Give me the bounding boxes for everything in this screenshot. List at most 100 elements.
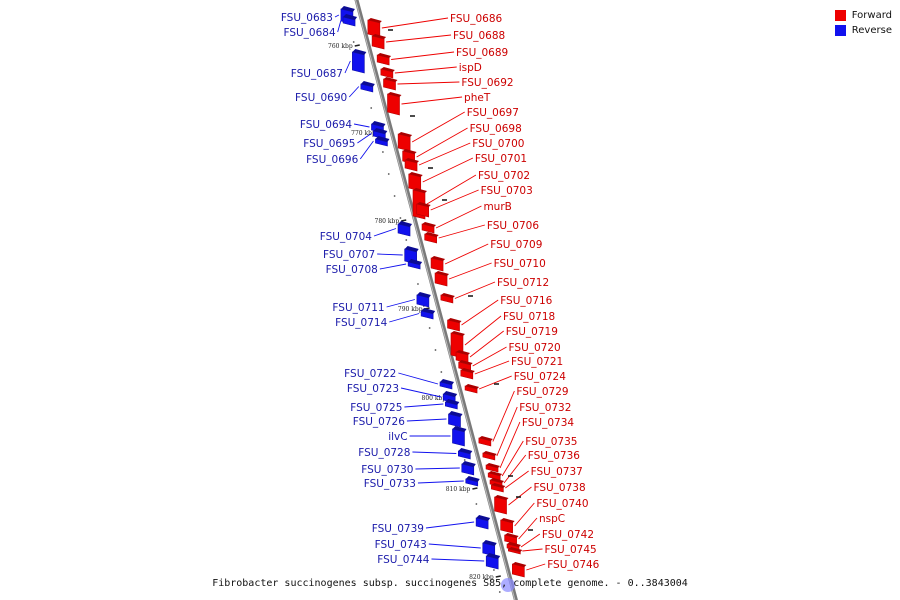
tick-label: 810 kbp [446,486,471,493]
forward-gene-block-top [491,483,506,488]
reverse-leader-line [431,558,485,562]
forward-gene-label: murB [483,201,511,213]
reverse-leader-line [334,14,340,18]
forward-leader-line [454,281,496,299]
forward-gene-block-top [416,202,431,207]
forward-gene-block-top [440,293,455,298]
tick-label: 820 kbp [469,574,494,581]
forward-leader-line [444,243,489,265]
forward-gene-label: FSU_0720 [509,342,561,354]
tick-label: 770 kbp [351,130,376,137]
reverse-leader-line [415,467,460,470]
reverse-leader-line [348,86,360,98]
reverse-gene-block-top [343,14,358,20]
scale-dot [440,371,443,373]
forward-gene-block-top [383,77,398,82]
forward-leader-line [503,454,527,484]
reverse-gene-block-top [452,426,467,432]
forward-gene-block-top [405,158,420,163]
forward-gene-label: FSU_0740 [536,498,588,510]
forward-leader-line [514,502,535,527]
forward-gene-block-top [367,18,382,23]
reverse-gene-block [352,51,365,74]
forward-leader-line [381,17,449,29]
reverse-leader-line [379,263,407,270]
forward-gene-label: FSU_0703 [481,185,533,197]
reverse-gene-block-top [371,121,386,127]
forward-gene-block [508,548,521,555]
reverse-gene-block-top [443,391,458,397]
forward-gene-block-top [500,518,515,523]
forward-gene-label: FSU_0734 [522,417,574,429]
forward-gene-label: FSU_0702 [478,170,530,182]
chromosome-backbone [354,0,518,600]
legend-item-reverse: Reverse [834,23,892,38]
reverse-gene-label: FSU_0687 [291,68,343,80]
forward-leader-line [426,174,477,205]
reverse-gene-label: FSU_0683 [281,12,333,24]
reverse-gene-block-top [458,448,473,454]
forward-gene-block-top [482,451,497,456]
forward-leader-line [520,533,541,548]
forward-gene-label: FSU_0738 [533,482,585,494]
forward-gene-label: FSU_0729 [516,386,568,398]
scale-dot [382,151,384,153]
scale-dot [393,195,396,197]
legend-label-forward: Forward [851,10,892,21]
reverse-leader-line [412,451,457,454]
reverse-swatch [834,25,846,36]
forward-leader-line [386,34,452,43]
forward-leader-line [499,421,521,469]
track-end-marker [500,578,515,592]
scale-dot [399,217,402,219]
forward-gene-label: FSU_0698 [470,123,522,135]
reverse-gene-block-top [439,379,454,385]
tick-label: 790 kbp [398,306,423,313]
forward-gene-label: FSU_0746 [547,559,599,571]
forward-gene-block-top [447,318,462,323]
tick-mark [401,219,407,222]
reverse-gene-label: FSU_0707 [323,249,375,261]
reverse-gene-label: FSU_0684 [283,27,335,39]
forward-gene-block-top [424,232,439,237]
forward-gene-label: FSU_0745 [545,544,597,556]
reverse-gene-label: FSU_0744 [377,554,429,566]
reverse-gene-block-top [448,411,463,417]
forward-leader-line [518,517,538,540]
forward-gene-label: FSU_0719 [506,326,558,338]
forward-gene-block-top [387,92,402,97]
forward-leader-line [508,486,532,506]
reverse-gene-label: FSU_0733 [364,478,416,490]
reverse-leader-line [406,418,447,422]
forward-gene-label: FSU_0701 [475,153,527,165]
reverse-gene-label: FSU_0728 [358,447,410,459]
reverse-leader-line [398,372,439,385]
forward-gene-block-top [465,384,480,389]
reverse-leader-line [344,60,351,74]
reverse-leader-line [400,387,442,398]
reverse-gene-block-top [340,6,355,12]
reverse-leader-line [373,228,397,237]
forward-gene-label: FSU_0737 [531,466,583,478]
reverse-leader-line [353,123,370,128]
forward-leader-line [474,360,510,375]
reverse-gene-block-top [486,553,501,559]
forward-gene-block-top [377,53,392,58]
reverse-gene-label: FSU_0704 [320,231,372,243]
chromosome-backbone-highlight [355,0,516,600]
genome-caption: Fibrobacter succinogenes subsp. succinog… [212,578,688,589]
tick-label: 800 kbp [422,395,447,402]
forward-leader-line [430,189,479,211]
forward-gene-label: FSU_0686 [450,13,502,25]
forward-gene-label: FSU_0700 [472,138,524,150]
forward-leader-line [472,346,507,367]
forward-leader-line [505,470,529,489]
forward-gene-label: FSU_0689 [456,47,508,59]
forward-gene-block-top [372,34,387,39]
forward-gene-label: FSU_0736 [528,450,580,462]
forward-gene-block-top [412,188,427,193]
reverse-gene-block-top [352,49,367,55]
forward-gene-label: FSU_0732 [519,402,571,414]
reverse-gene-label: FSU_0695 [303,138,355,150]
